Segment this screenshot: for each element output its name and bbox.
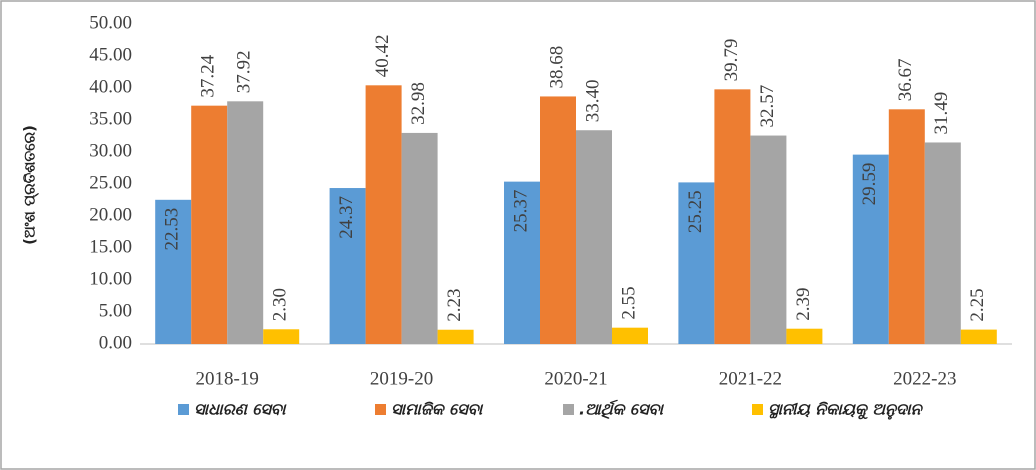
bar — [678, 182, 715, 344]
data-label: 29.59 — [859, 163, 880, 206]
bar — [263, 329, 300, 344]
bar — [714, 89, 751, 345]
data-label: 37.24 — [198, 54, 219, 97]
data-label: 2.39 — [793, 287, 814, 320]
legend-label lg: ସାଧାରଣ ସେବା — [194, 400, 287, 419]
data-label: 38.68 — [546, 46, 567, 89]
y-tick-label: 0.00 — [99, 332, 132, 353]
x-tick-label: 2018-19 — [196, 368, 259, 389]
data-label: 32.98 — [408, 82, 429, 125]
bar — [852, 154, 889, 344]
y-tick-label: 30.00 — [89, 140, 132, 161]
bar — [750, 135, 787, 344]
y-tick-label: 10.00 — [89, 268, 132, 289]
bar — [960, 329, 997, 344]
data-label: 31.49 — [931, 92, 952, 135]
bar — [540, 96, 576, 344]
data-label: 25.37 — [510, 190, 531, 233]
data-label: 2.30 — [270, 288, 291, 321]
bar — [437, 329, 474, 344]
data-label: 2.55 — [618, 286, 639, 319]
bar — [365, 85, 402, 344]
data-label: 2.25 — [967, 288, 988, 321]
bar — [924, 142, 961, 344]
data-label: 25.25 — [685, 190, 706, 233]
legend-label lg: .ଆର୍ଥିକ ସେବା — [579, 400, 664, 420]
data-label: 2.23 — [444, 288, 465, 321]
bar — [329, 188, 366, 344]
bar — [888, 109, 925, 344]
bar — [227, 101, 264, 344]
data-label: 24.37 — [336, 196, 357, 239]
legend-swatch — [375, 404, 386, 415]
y-tick-label: 15.00 — [89, 236, 132, 257]
data-label: 33.40 — [582, 79, 603, 122]
y-tick-label: 20.00 — [89, 204, 132, 225]
legend-label lg: ସ୍ଥାନୀୟ ନିକାୟକୁ ଅନୁଦାନ — [768, 400, 924, 421]
bar — [786, 328, 823, 344]
legend-label lg: ସାମାଜିକ ସେବା — [391, 400, 484, 419]
x-tick-label: 2021-22 — [719, 368, 782, 389]
legend-swatch — [178, 404, 189, 415]
bar — [504, 181, 540, 344]
data-label: 22.53 — [162, 208, 183, 251]
y-tick-label: 35.00 — [89, 108, 132, 129]
data-label: 36.67 — [895, 59, 916, 102]
bar — [401, 132, 438, 344]
y-axis-label: (ଅଂଶ ପ୍ରତିଶତରେ) — [21, 125, 40, 245]
x-tick-label: 2020-21 — [544, 368, 607, 389]
bar — [155, 199, 192, 344]
bar — [612, 327, 648, 344]
y-tick-label: 25.00 — [89, 172, 132, 193]
x-tick-label: 2022-23 — [893, 368, 956, 389]
legend-swatch — [563, 404, 574, 415]
data-label: 39.79 — [721, 39, 742, 82]
data-label: 37.92 — [234, 51, 255, 94]
bar — [576, 130, 612, 344]
y-tick-label: 45.00 — [89, 44, 132, 65]
bar — [191, 105, 228, 344]
y-tick-label: 50.00 — [89, 12, 132, 33]
legend-swatch — [752, 404, 763, 415]
data-label: 32.57 — [757, 85, 778, 128]
y-tick-label: 40.00 — [89, 76, 132, 97]
data-label: 40.42 — [372, 35, 393, 78]
y-tick-label: 5.00 — [99, 300, 132, 321]
x-tick-label: 2019-20 — [370, 368, 433, 389]
